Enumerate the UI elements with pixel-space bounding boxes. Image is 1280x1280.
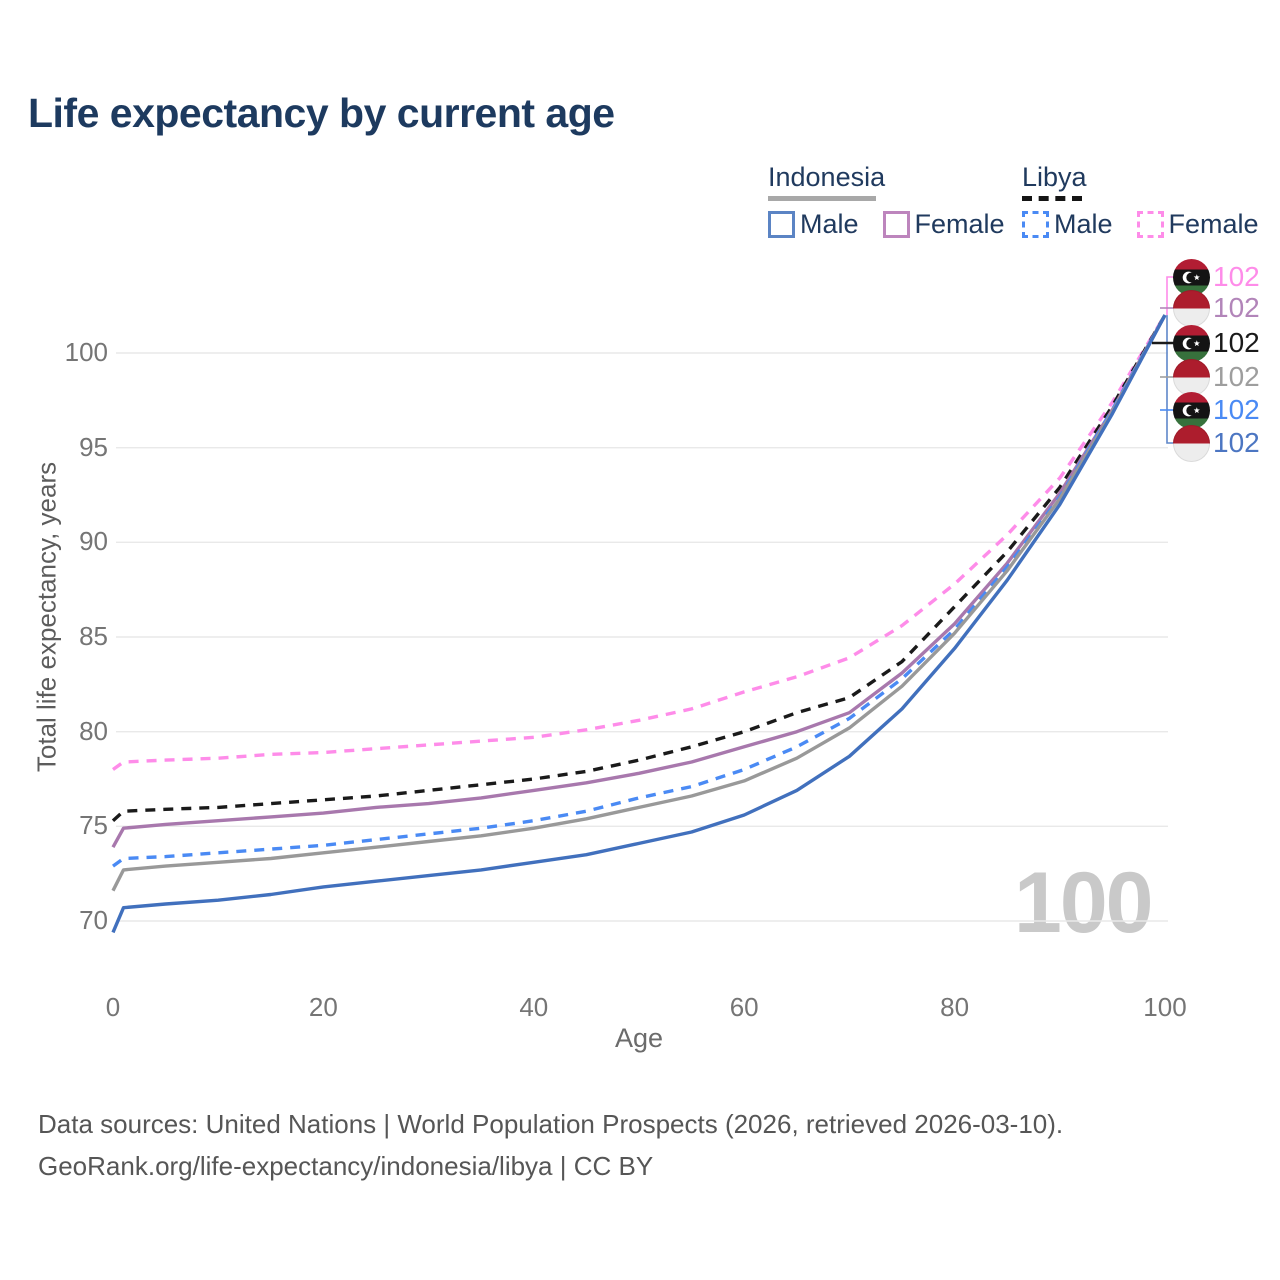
libya-flag-icon bbox=[1173, 324, 1210, 362]
y-tick-label-100: 100 bbox=[64, 337, 108, 367]
indonesia-male-label[interactable]: Male bbox=[800, 209, 859, 239]
series-line-libya-female bbox=[112, 314, 1167, 771]
series-line-indonesia-female bbox=[111, 314, 1167, 849]
libya-flag-icon bbox=[1173, 391, 1210, 429]
libya-line-style-swatch bbox=[1022, 196, 1082, 201]
legend-country-label: Libya bbox=[1022, 162, 1087, 192]
footer-data-sources: Data sources: United Nations | World Pop… bbox=[38, 1109, 1064, 1139]
footer-attribution: GeoRank.org/life-expectancy/indonesia/li… bbox=[38, 1150, 654, 1181]
indonesia-flag-icon bbox=[1173, 424, 1210, 462]
y-tick-label-90: 90 bbox=[79, 526, 108, 557]
x-tick-label-0: 0 bbox=[105, 992, 121, 1022]
libya-female-label[interactable]: Female bbox=[1168, 209, 1259, 239]
x-tick-label-80: 80 bbox=[940, 992, 970, 1022]
libya-male-label[interactable]: Male bbox=[1054, 209, 1113, 239]
libya-flag-icon bbox=[1173, 391, 1210, 429]
leader-line-bottom bbox=[1166, 315, 1174, 444]
indonesia-male-swatch[interactable] bbox=[768, 211, 795, 238]
end-label-value: 102 bbox=[1213, 261, 1260, 292]
leader-line-top bbox=[1166, 276, 1174, 316]
legend-country-label: Indonesia bbox=[768, 162, 886, 192]
legend-group-indonesia: Indonesia Male Female bbox=[768, 162, 1029, 240]
indonesia-flag-icon bbox=[1173, 289, 1210, 327]
indonesia-flag-icon bbox=[1173, 289, 1210, 327]
libya-female-swatch[interactable] bbox=[1136, 211, 1164, 238]
indonesia-female-swatch[interactable] bbox=[882, 211, 910, 238]
legend-country-indonesia[interactable]: Indonesia bbox=[768, 162, 1029, 201]
y-tick-label-75: 75 bbox=[79, 810, 108, 841]
indonesia-female-label[interactable]: Female bbox=[914, 209, 1005, 239]
x-tick-label-20: 20 bbox=[308, 992, 338, 1022]
x-tick-label-60: 60 bbox=[729, 992, 759, 1022]
indonesia-line-style-swatch bbox=[768, 196, 876, 201]
indonesia-flag-icon bbox=[1173, 424, 1210, 462]
end-label-indonesia-female: 102 bbox=[1173, 289, 1260, 327]
libya-male-swatch[interactable] bbox=[1022, 211, 1049, 238]
y-tick-label-70: 70 bbox=[79, 905, 108, 935]
end-label-libya-male: 102 bbox=[1173, 391, 1260, 429]
end-label-value: 102 bbox=[1213, 327, 1260, 358]
series-line-indonesia bbox=[111, 314, 1167, 892]
end-label-value: 102 bbox=[1213, 361, 1260, 392]
footer: Data sources: United Nations | World Pop… bbox=[38, 1104, 1063, 1187]
y-tick-label-95: 95 bbox=[79, 431, 108, 462]
libya-flag-icon bbox=[1173, 324, 1210, 362]
end-label-value: 102 bbox=[1213, 427, 1260, 458]
series-line-indonesia-male bbox=[111, 314, 1167, 934]
indonesia-flag-icon bbox=[1173, 358, 1210, 396]
series-line-libya-male bbox=[112, 314, 1167, 868]
page-title: Life expectancy by current age bbox=[28, 90, 615, 136]
y-tick-label-85: 85 bbox=[79, 621, 108, 651]
y-tick-label-80: 80 bbox=[79, 715, 108, 746]
x-tick-label-100: 100 bbox=[1143, 992, 1187, 1022]
end-label-value: 102 bbox=[1213, 292, 1260, 323]
legend-country-libya[interactable]: Libya bbox=[1022, 162, 1280, 201]
age-watermark: 100 bbox=[1014, 855, 1153, 951]
x-axis-title: Age bbox=[614, 1023, 664, 1053]
x-tick-label-40: 40 bbox=[519, 992, 549, 1022]
series-line-libya bbox=[111, 314, 1167, 822]
end-label-indonesia: 102 bbox=[1173, 358, 1260, 396]
end-label-libya: 102 bbox=[1173, 324, 1260, 362]
end-label-value: 102 bbox=[1213, 394, 1260, 425]
indonesia-flag-icon bbox=[1173, 358, 1210, 396]
end-label-indonesia-male: 102 bbox=[1173, 424, 1260, 462]
legend-group-libya: Libya Male Female bbox=[1022, 162, 1280, 240]
